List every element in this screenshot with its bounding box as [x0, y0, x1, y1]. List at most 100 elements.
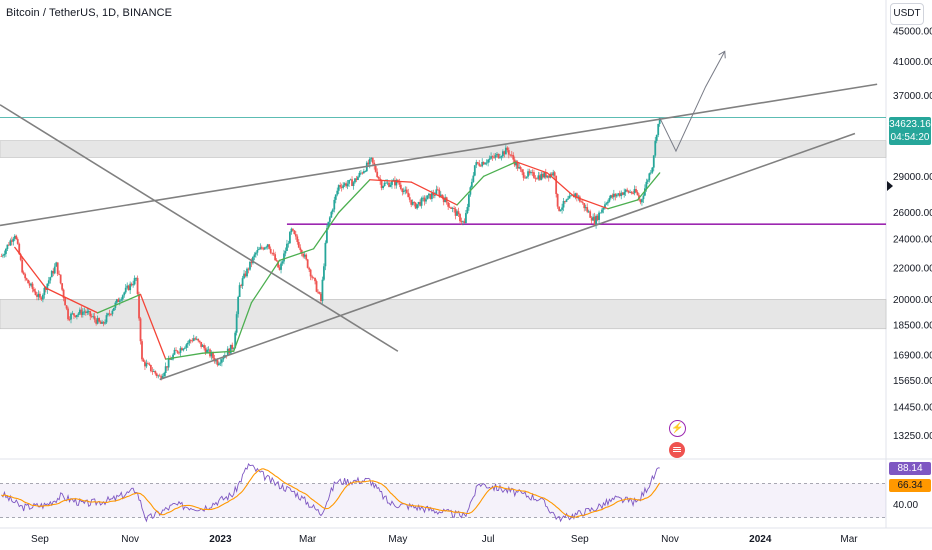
candle-body [104, 322, 106, 324]
candle-body [627, 190, 630, 193]
candle-body [537, 175, 540, 179]
alert-arrow-icon[interactable] [887, 181, 893, 191]
candle-body [287, 243, 290, 245]
candle-body [2, 255, 4, 257]
us-flag-icon[interactable] [669, 442, 685, 458]
candle-body [117, 299, 120, 302]
candle-body [658, 117, 661, 124]
candle-body [129, 283, 132, 291]
candle-body [583, 203, 586, 209]
candle-body [108, 313, 111, 315]
candle-body [169, 359, 172, 360]
candle-body [544, 172, 547, 178]
candle-body [413, 201, 416, 203]
candle-body [58, 273, 61, 275]
candle-body [540, 174, 543, 180]
candle-body [24, 274, 27, 279]
candle-body [367, 162, 370, 165]
candle-body [284, 250, 287, 254]
candle-body [39, 293, 41, 298]
moving-average-segment [410, 181, 458, 206]
candle-body [531, 172, 534, 173]
candle-body [476, 162, 479, 164]
candle-body [417, 201, 420, 205]
candle-body [186, 342, 189, 345]
candle-body [15, 235, 18, 240]
candle-body [321, 279, 324, 301]
candle-body [240, 285, 242, 286]
candle-body [325, 228, 328, 243]
price-tick-label: 26000.00 [893, 208, 932, 219]
candle-body [315, 281, 318, 292]
candle-body [454, 208, 457, 216]
candle-body [84, 311, 87, 313]
candle-body [142, 359, 145, 362]
candle-body [651, 167, 654, 173]
candle-body [550, 173, 553, 176]
candle-body [145, 363, 148, 367]
candle-body [552, 172, 555, 176]
candle-body [565, 199, 568, 202]
candle-body [328, 217, 331, 222]
moving-average-segment [250, 259, 281, 304]
price-tick-label: 29000.00 [893, 172, 932, 183]
candle-body [431, 193, 433, 199]
candle-body [164, 366, 167, 373]
candle-body [405, 189, 408, 193]
candle-body [37, 293, 40, 297]
symbol-title[interactable]: Bitcoin / TetherUS, 1D, BINANCE [6, 7, 173, 19]
moving-average-segment [338, 179, 371, 214]
candle-body [470, 181, 473, 188]
candle-body [61, 283, 64, 290]
candle-body [598, 212, 600, 220]
candle-body [402, 190, 405, 193]
currency-button[interactable]: USDT [890, 3, 924, 25]
candle-body [506, 147, 509, 151]
candle-body [300, 250, 303, 254]
candle-body [76, 314, 78, 318]
price-tick-label: 18500.00 [893, 321, 932, 332]
candle-body [49, 277, 52, 281]
candle-body [189, 340, 192, 341]
time-tick-label: 2024 [749, 534, 772, 545]
candle-body [278, 267, 281, 270]
candle-body [155, 373, 158, 377]
candle-body [167, 359, 170, 368]
candle-body [436, 189, 439, 191]
candle-body [368, 158, 371, 165]
candle-body [553, 172, 556, 176]
candle-body [635, 189, 637, 193]
rsi-pane [0, 462, 886, 523]
candle-body [362, 171, 365, 174]
candle-body [309, 269, 312, 277]
candle-body [655, 135, 658, 141]
candle-body [500, 156, 503, 158]
candle-body [123, 292, 126, 296]
candle-body [296, 236, 299, 242]
lightning-icon[interactable]: ⚡ [669, 420, 686, 437]
candle-body [605, 203, 608, 205]
candle-body [621, 192, 624, 195]
candle-body [574, 193, 577, 198]
candle-body [642, 195, 645, 200]
candle-body [370, 157, 373, 159]
candle-body [269, 248, 272, 253]
candle-body [491, 156, 494, 158]
candle-body [472, 175, 475, 182]
candle-body [410, 199, 413, 205]
candle-body [524, 177, 526, 179]
candle-body [360, 172, 362, 174]
candle-body [235, 314, 238, 333]
candle-body [522, 172, 525, 178]
candle-body [575, 193, 578, 198]
candle-body [25, 278, 28, 280]
candle-body [364, 171, 367, 172]
candle-body [291, 228, 294, 231]
candle-body [246, 268, 248, 277]
candle-body [67, 308, 69, 320]
candle-body [493, 156, 495, 158]
candle-body [373, 162, 376, 167]
candle-body [312, 277, 315, 279]
candle-body [509, 154, 512, 156]
